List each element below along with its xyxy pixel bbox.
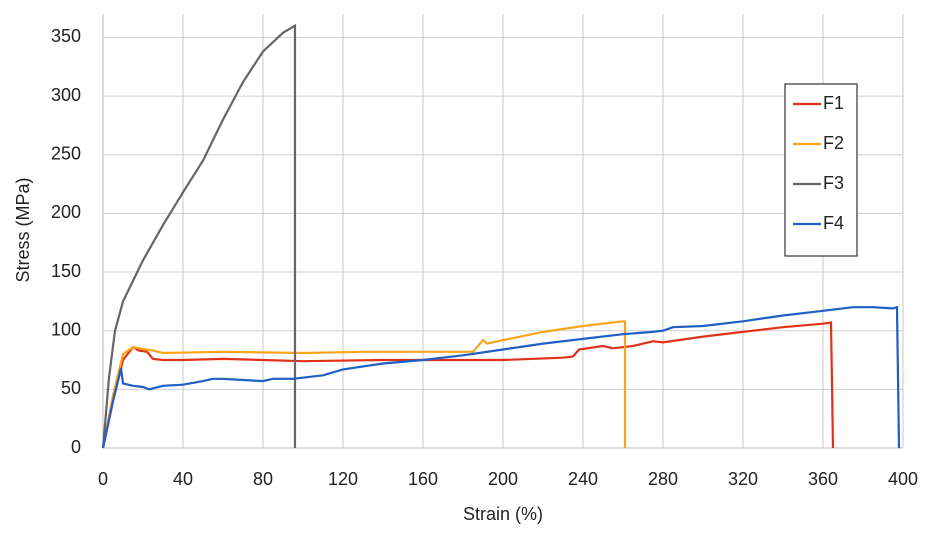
legend-box bbox=[784, 83, 858, 257]
legend-label: F4 bbox=[823, 213, 844, 233]
y-axis-title: Stress (MPa) bbox=[13, 177, 33, 282]
y-tick-label: 150 bbox=[51, 261, 81, 281]
series-line bbox=[101, 321, 835, 449]
series-line bbox=[101, 23, 297, 449]
x-tick-label: 160 bbox=[408, 469, 438, 489]
x-tick-label: 320 bbox=[728, 469, 758, 489]
x-tick-label: 120 bbox=[328, 469, 358, 489]
x-tick-label: 360 bbox=[808, 469, 838, 489]
x-tick-label: 80 bbox=[253, 469, 273, 489]
x-tick-label: 400 bbox=[888, 469, 918, 489]
x-tick-label: 40 bbox=[173, 469, 193, 489]
legend-label: F1 bbox=[823, 93, 844, 113]
x-axis-title: Strain (%) bbox=[463, 504, 543, 524]
x-tick-label: 240 bbox=[568, 469, 598, 489]
legend-label: F3 bbox=[823, 173, 844, 193]
y-tick-label: 250 bbox=[51, 144, 81, 164]
x-tick-label: 200 bbox=[488, 469, 518, 489]
series-line bbox=[101, 305, 901, 449]
y-tick-label: 0 bbox=[71, 437, 81, 457]
y-tick-label: 50 bbox=[61, 378, 81, 398]
y-tick-label: 350 bbox=[51, 26, 81, 46]
y-tick-label: 100 bbox=[51, 319, 81, 339]
y-tick-label: 200 bbox=[51, 202, 81, 222]
x-tick-label: 0 bbox=[98, 469, 108, 489]
x-tick-label: 280 bbox=[648, 469, 678, 489]
legend-label: F2 bbox=[823, 133, 844, 153]
y-tick-label: 300 bbox=[51, 85, 81, 105]
series-line bbox=[101, 320, 627, 449]
